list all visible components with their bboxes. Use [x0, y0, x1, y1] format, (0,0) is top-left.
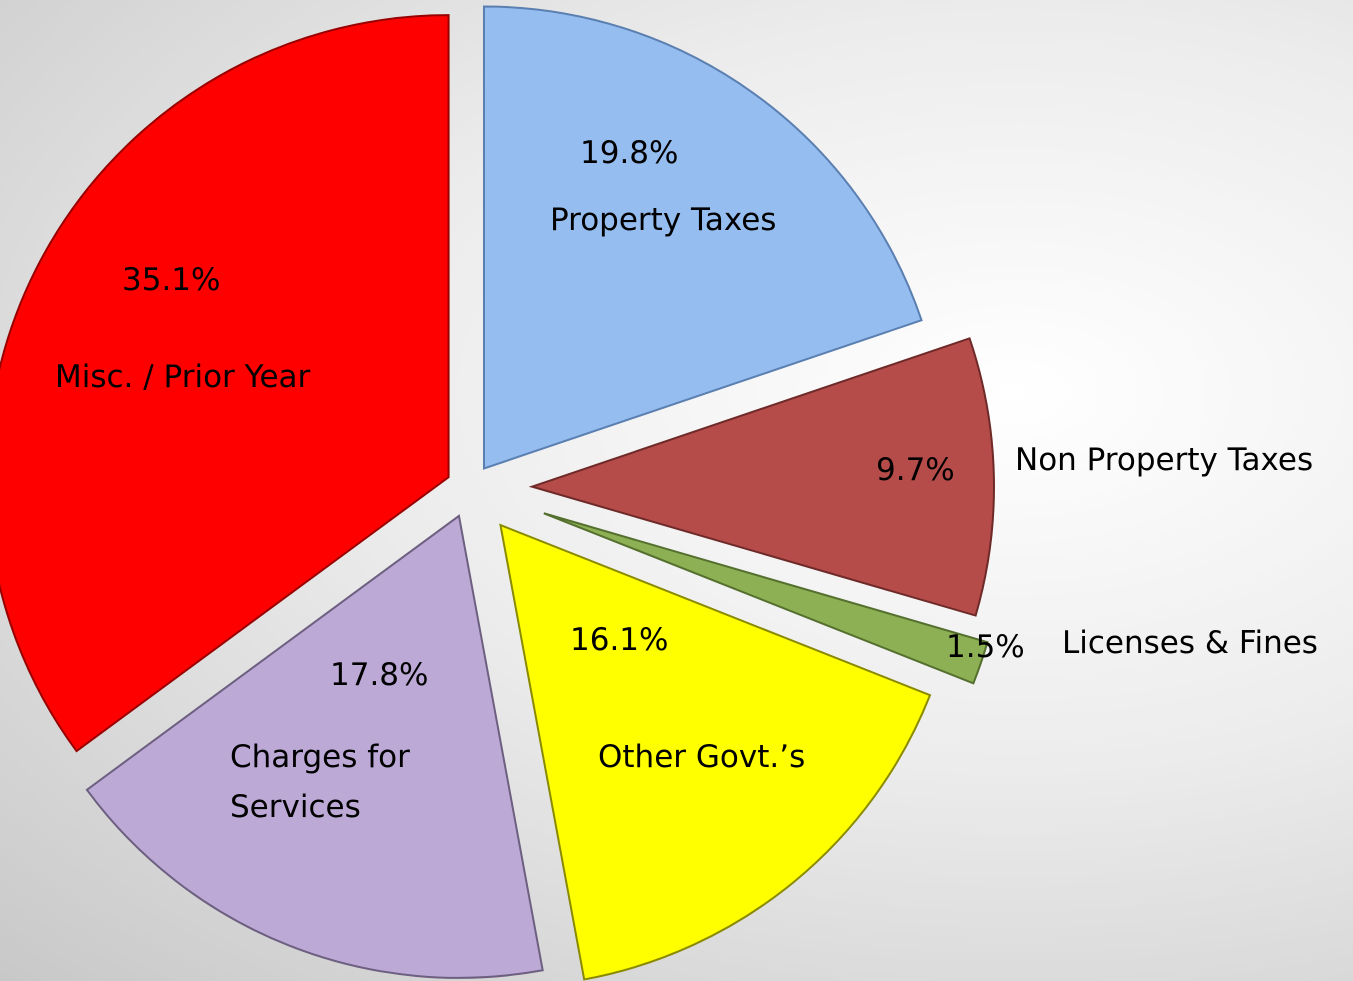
pie-slice	[482, 5, 923, 470]
data-label: 1.5%	[946, 629, 1025, 665]
pie-slice	[85, 514, 544, 979]
data-label: 35.1%	[122, 262, 221, 298]
category-label: Charges for Services	[230, 739, 410, 825]
data-label: 16.1%	[570, 622, 669, 658]
category-label: Non Property Taxes	[1015, 442, 1314, 478]
data-label: 17.8%	[330, 657, 429, 693]
category-label: Other Govt.’s	[598, 739, 806, 775]
data-label: 19.8%	[580, 135, 679, 171]
pie-slice	[543, 512, 989, 685]
pie-slice	[0, 14, 450, 753]
category-label: Licenses & Fines	[1062, 625, 1318, 661]
pie-slice	[528, 337, 995, 617]
category-label: Misc. / Prior Year	[55, 359, 311, 395]
pie-slice	[499, 523, 932, 981]
category-label: Property Taxes	[550, 202, 777, 238]
data-label: 9.7%	[876, 452, 955, 488]
